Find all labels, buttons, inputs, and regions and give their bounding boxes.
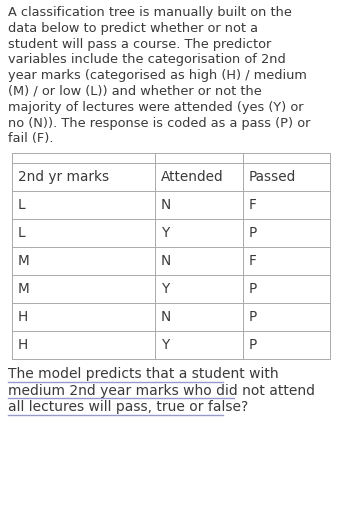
Text: Attended: Attended — [161, 170, 224, 184]
Text: student will pass a course. The predictor: student will pass a course. The predicto… — [8, 38, 271, 50]
Text: data below to predict whether or not a: data below to predict whether or not a — [8, 22, 258, 35]
Text: fail (F).: fail (F). — [8, 133, 53, 145]
Text: F: F — [249, 198, 257, 212]
Text: P: P — [249, 282, 257, 296]
Text: N: N — [161, 198, 171, 212]
Text: Y: Y — [161, 226, 169, 240]
Text: variables include the categorisation of 2nd: variables include the categorisation of … — [8, 53, 286, 66]
Text: F: F — [249, 254, 257, 268]
Text: Passed: Passed — [249, 170, 296, 184]
Text: P: P — [249, 226, 257, 240]
Text: M: M — [18, 254, 30, 268]
Text: N: N — [161, 254, 171, 268]
Text: N: N — [161, 310, 171, 324]
Text: Y: Y — [161, 282, 169, 296]
Text: The model predicts that a student with: The model predicts that a student with — [8, 367, 279, 381]
Text: H: H — [18, 338, 28, 352]
Text: M: M — [18, 282, 30, 296]
Text: (M) / or low (L)) and whether or not the: (M) / or low (L)) and whether or not the — [8, 85, 262, 98]
Text: no (N)). The response is coded as a pass (P) or: no (N)). The response is coded as a pass… — [8, 117, 310, 130]
Text: medium 2nd year marks who did not attend: medium 2nd year marks who did not attend — [8, 383, 315, 398]
Text: P: P — [249, 310, 257, 324]
Text: P: P — [249, 338, 257, 352]
Text: Y: Y — [161, 338, 169, 352]
Text: L: L — [18, 198, 26, 212]
Text: year marks (categorised as high (H) / medium: year marks (categorised as high (H) / me… — [8, 69, 307, 82]
Text: majority of lectures were attended (yes (Y) or: majority of lectures were attended (yes … — [8, 101, 304, 114]
Text: all lectures will pass, true or false?: all lectures will pass, true or false? — [8, 400, 248, 414]
Text: 2nd yr marks: 2nd yr marks — [18, 170, 109, 184]
Text: L: L — [18, 226, 26, 240]
Text: H: H — [18, 310, 28, 324]
Text: A classification tree is manually built on the: A classification tree is manually built … — [8, 6, 292, 19]
